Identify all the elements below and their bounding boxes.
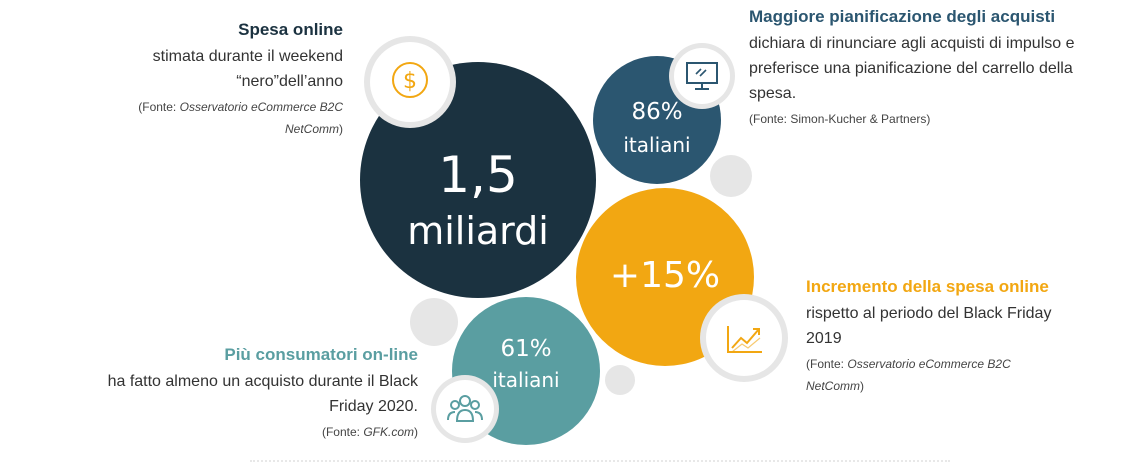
info-consumers: Più consumatori on-line ha fatto almeno … bbox=[40, 345, 418, 443]
bubble-value: 1,5 bbox=[438, 146, 518, 204]
decor-circle bbox=[710, 155, 752, 197]
monitor-icon bbox=[674, 48, 730, 104]
consumers-source: (Fonte: GFK.com) bbox=[40, 421, 418, 443]
increment-title: Incremento della spesa online bbox=[806, 277, 1049, 296]
source-name: Osservatorio eCommerce B2C bbox=[847, 357, 1011, 371]
source-suffix: ) bbox=[414, 425, 418, 439]
dollar-icon: $ bbox=[370, 42, 450, 122]
source-name: NetComm bbox=[806, 379, 861, 393]
decor-circle bbox=[605, 365, 635, 395]
source-prefix: (Fonte: bbox=[138, 100, 180, 114]
bubble-unit: miliardi bbox=[407, 209, 549, 253]
bubble-value: +15% bbox=[609, 255, 721, 296]
bottom-divider bbox=[250, 460, 950, 466]
source-suffix: ) bbox=[339, 122, 343, 136]
spesa-title: Spesa online bbox=[238, 20, 343, 39]
planning-source: (Fonte: Simon-Kucher & Partners) bbox=[749, 112, 931, 126]
spesa-source: (Fonte: Osservatorio eCommerce B2C NetCom… bbox=[40, 96, 343, 140]
source-name: NetComm bbox=[284, 122, 339, 136]
spesa-desc-line2: “nero”dell’anno bbox=[236, 73, 343, 90]
planning-desc-line2: preferisce una pianificazione del carrel… bbox=[749, 60, 1073, 77]
source-suffix: ) bbox=[860, 379, 865, 393]
info-planning: Maggiore pianificazione degli acquisti d… bbox=[749, 7, 1134, 130]
info-increment: Incremento della spesa online rispetto a… bbox=[806, 277, 1106, 397]
bubble-value: 86% bbox=[631, 99, 683, 125]
people-icon bbox=[436, 380, 494, 438]
bubble-unit: italiani bbox=[623, 133, 691, 157]
source-prefix: (Fonte: bbox=[806, 357, 848, 371]
source-name: GFK.com bbox=[363, 425, 414, 439]
bubble-increment: +15% bbox=[576, 188, 754, 366]
consumers-desc-line1: ha fatto almeno un acquisto durante il B… bbox=[107, 373, 418, 390]
consumers-desc-line2: Friday 2020. bbox=[329, 398, 418, 415]
increment-desc-line1: rispetto al periodo del Black Friday bbox=[806, 305, 1052, 322]
growth-chart-icon bbox=[706, 300, 782, 376]
increment-desc-line2: 2019 bbox=[806, 330, 842, 347]
planning-desc-line3: spesa. bbox=[749, 85, 797, 102]
planning-title: Maggiore pianificazione degli acquisti bbox=[749, 7, 1056, 26]
info-spesa-online: Spesa online stimata durante il weekend … bbox=[40, 20, 343, 140]
consumers-title: Più consumatori on-line bbox=[224, 345, 418, 364]
planning-desc-line1: dichiara di rinunciare agli acquisti di … bbox=[749, 35, 1075, 52]
decor-circle bbox=[410, 298, 458, 346]
source-name: Osservatorio eCommerce B2C bbox=[179, 100, 343, 114]
increment-source: (Fonte: Osservatorio eCommerce B2C NetCom… bbox=[806, 353, 1106, 397]
svg-text:$: $ bbox=[403, 69, 417, 94]
source-prefix: (Fonte: bbox=[321, 425, 364, 439]
bubble-value: 61% bbox=[500, 336, 552, 362]
spesa-desc-line1: stimata durante il weekend bbox=[152, 48, 343, 65]
bubble-unit: italiani bbox=[492, 368, 560, 392]
